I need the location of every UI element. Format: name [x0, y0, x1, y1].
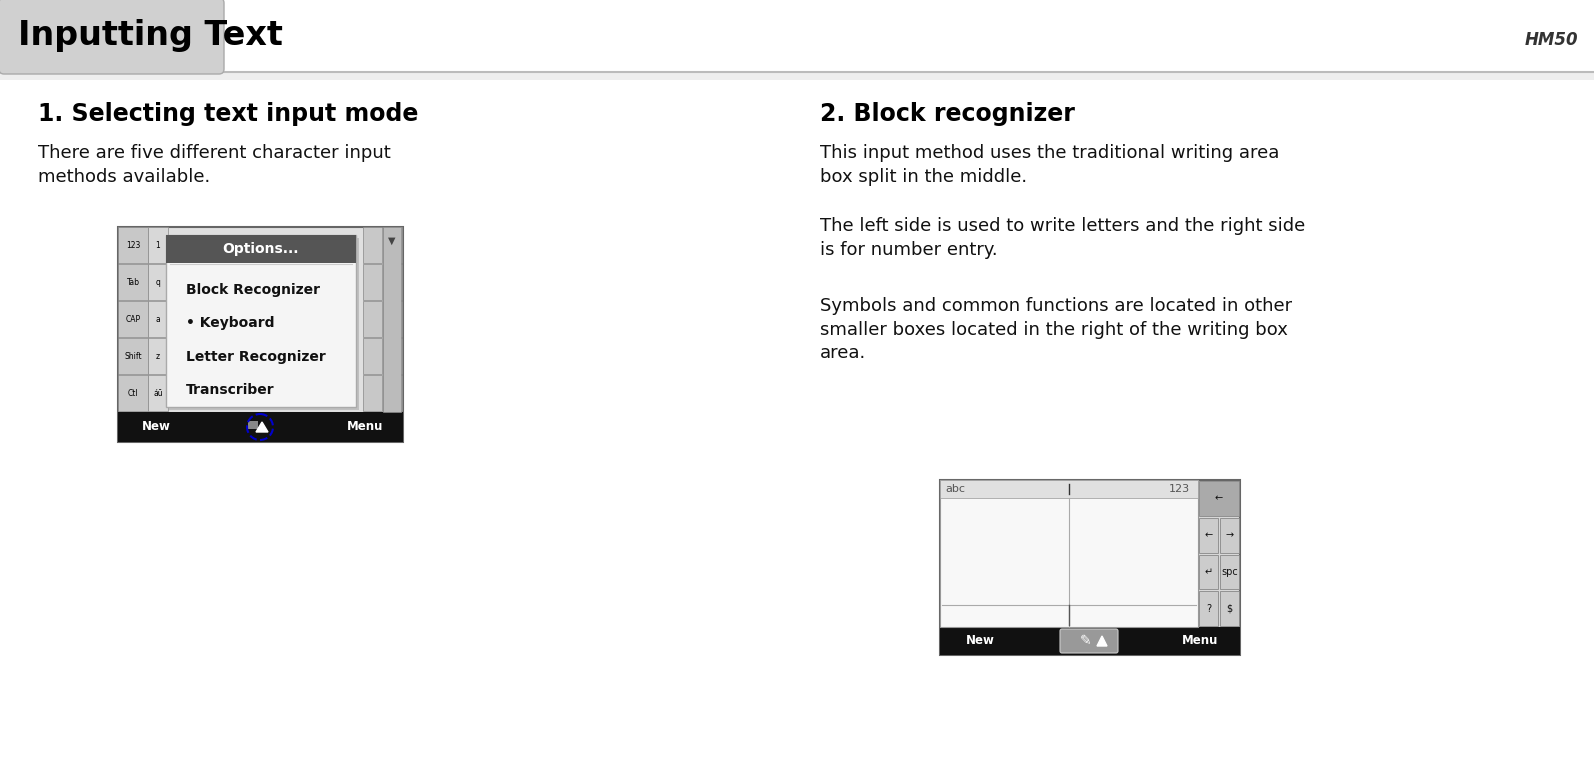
- Bar: [148, 338, 167, 374]
- Bar: [1219, 554, 1239, 589]
- Text: Shift: Shift: [124, 352, 142, 361]
- Polygon shape: [1097, 636, 1106, 646]
- Text: $: $: [1226, 604, 1232, 614]
- Text: ?: ?: [1207, 604, 1211, 614]
- Text: Options...: Options...: [223, 242, 300, 256]
- FancyBboxPatch shape: [1060, 629, 1117, 653]
- Text: Letter Recognizer: Letter Recognizer: [186, 350, 325, 364]
- Bar: [1219, 518, 1239, 553]
- Bar: [1199, 518, 1218, 553]
- Text: a: a: [156, 315, 161, 324]
- Bar: [0, 72, 1594, 80]
- Text: Ctl: Ctl: [128, 389, 139, 398]
- Bar: [169, 238, 359, 410]
- Text: →: →: [1226, 530, 1234, 540]
- Text: spc: spc: [1221, 567, 1239, 577]
- Text: Tab: Tab: [126, 278, 140, 287]
- Text: ←: ←: [1205, 530, 1213, 540]
- Bar: [249, 421, 258, 429]
- Bar: [363, 301, 383, 337]
- Text: áū: áū: [153, 389, 163, 398]
- Bar: [118, 301, 148, 337]
- Bar: [383, 227, 402, 263]
- Bar: [118, 227, 148, 263]
- Text: New: New: [966, 635, 995, 648]
- Text: Transcriber: Transcriber: [186, 383, 274, 397]
- Bar: [363, 264, 383, 300]
- Bar: [940, 480, 1199, 627]
- Bar: [363, 375, 383, 411]
- Text: Block Recognizer: Block Recognizer: [186, 283, 320, 296]
- Text: 123: 123: [1168, 484, 1191, 494]
- Text: HM50: HM50: [1524, 31, 1578, 49]
- Text: 1. Selecting text input mode: 1. Selecting text input mode: [38, 102, 418, 126]
- Text: Symbols and common functions are located in other
smaller boxes located in the r: Symbols and common functions are located…: [819, 297, 1293, 362]
- Bar: [383, 375, 402, 411]
- Text: The left side is used to write letters and the right side
is for number entry.: The left side is used to write letters a…: [819, 217, 1305, 259]
- Text: CAP: CAP: [126, 315, 140, 324]
- Text: ←: ←: [1215, 493, 1223, 503]
- Bar: [383, 301, 402, 337]
- Bar: [1219, 591, 1239, 626]
- Text: 123: 123: [126, 241, 140, 250]
- FancyBboxPatch shape: [0, 0, 225, 74]
- Bar: [118, 338, 148, 374]
- Text: There are five different character input
methods available.: There are five different character input…: [38, 144, 391, 186]
- Bar: [1199, 481, 1239, 515]
- Text: • Keyboard: • Keyboard: [186, 317, 274, 330]
- Bar: [0, 0, 1594, 72]
- Text: z: z: [156, 352, 159, 361]
- Text: Menu: Menu: [347, 420, 383, 433]
- Bar: [1199, 554, 1218, 589]
- Bar: [148, 264, 167, 300]
- Bar: [148, 227, 167, 263]
- Text: 2. Block recognizer: 2. Block recognizer: [819, 102, 1074, 126]
- Bar: [118, 227, 403, 442]
- Bar: [166, 235, 355, 263]
- Bar: [118, 412, 403, 442]
- Bar: [363, 227, 383, 263]
- Bar: [118, 264, 148, 300]
- Bar: [148, 301, 167, 337]
- Bar: [118, 375, 148, 411]
- Text: Inputting Text: Inputting Text: [18, 19, 282, 53]
- Text: New: New: [142, 420, 171, 433]
- Bar: [383, 338, 402, 374]
- Bar: [383, 264, 402, 300]
- Text: ↵: ↵: [1205, 567, 1213, 577]
- Text: This input method uses the traditional writing area
box split in the middle.: This input method uses the traditional w…: [819, 144, 1280, 186]
- Bar: [166, 235, 355, 407]
- Bar: [940, 627, 1240, 655]
- Bar: [148, 375, 167, 411]
- Bar: [940, 480, 1199, 498]
- Text: q: q: [156, 278, 161, 287]
- Bar: [363, 338, 383, 374]
- Bar: [1199, 591, 1218, 626]
- Text: ✎: ✎: [1081, 634, 1092, 648]
- Text: Menu: Menu: [1181, 635, 1218, 648]
- Bar: [940, 480, 1240, 655]
- Bar: [383, 227, 402, 412]
- Text: 1: 1: [156, 241, 161, 250]
- Polygon shape: [257, 422, 268, 432]
- Text: abc: abc: [945, 484, 964, 494]
- Text: ▼: ▼: [389, 236, 395, 246]
